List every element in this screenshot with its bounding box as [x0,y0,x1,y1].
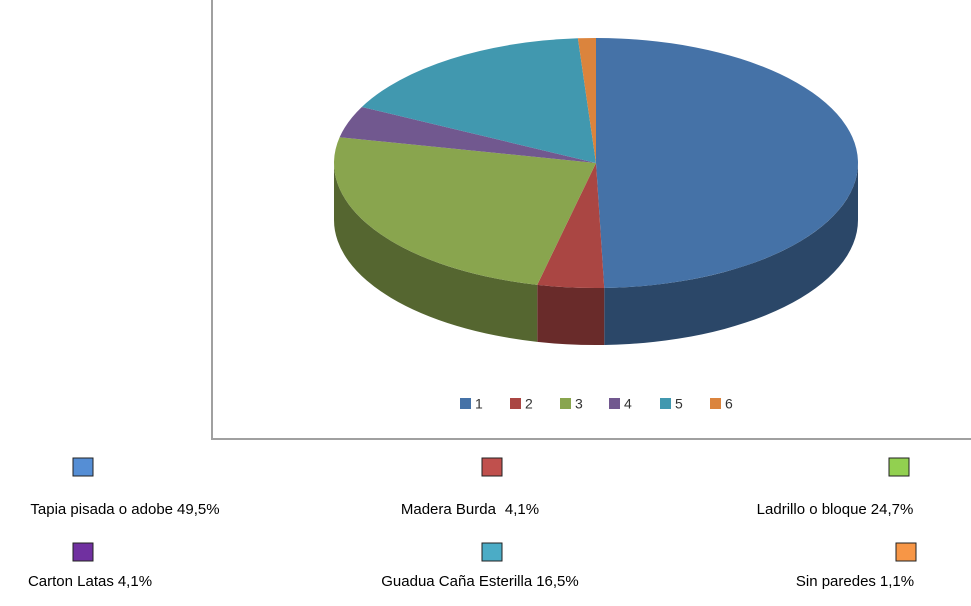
key-name: Carton Latas [28,573,114,590]
legend-label: 5 [675,396,683,412]
pie-slice [596,38,859,288]
pie-slice-side [537,284,605,345]
legend-swatch [710,398,721,409]
legend-label: 4 [624,396,632,412]
key-swatch [481,542,503,562]
pie-slice-side [604,163,858,345]
key-label: Carton Latas 4,1% [28,573,152,590]
pie-slice [577,38,596,163]
key-value: 16,5% [536,573,579,590]
pie-slice [334,137,596,285]
key-name: Tapia pisada o adobe [30,501,173,518]
key-label: Guadua Caña Esterilla 16,5% [381,573,578,590]
pie-slice-side [334,163,538,342]
legend-swatch [510,398,521,409]
key-value: 24,7% [871,501,914,518]
key-label: Ladrillo o bloque 24,7% [757,501,914,518]
legend-swatch [560,398,571,409]
key-swatch [72,542,94,562]
key-value: 4,1% [118,573,152,590]
pie-slice [361,38,596,164]
legend-label: 1 [475,396,483,412]
key-value: 49,5% [177,501,220,518]
pie-slice [339,106,596,163]
pie-slice [537,163,605,288]
key-value: 4,1% [505,501,539,518]
legend-label: 2 [525,396,533,412]
key-name: Guadua Caña Esterilla [381,573,533,590]
key-name: Sin paredes [796,573,876,590]
key-swatch [481,457,503,477]
legend-swatch [460,398,471,409]
pie [334,38,859,288]
legend-swatch [609,398,620,409]
key-name: Madera Burda [401,501,497,518]
key-label: Tapia pisada o adobe 49,5% [30,501,219,518]
key-swatch [72,457,94,477]
key-swatch [895,542,917,562]
legend: 1 2 3 4 5 6 [460,396,733,412]
key-label: Madera Burda 4,1% [401,501,539,518]
pie-sides [334,163,858,345]
key: Tapia pisada o adobe 49,5% Madera Burda 4,1… [28,457,917,590]
legend-swatch [660,398,671,409]
key-label: Sin paredes 1,1% [796,573,914,590]
key-swatch [888,457,910,477]
legend-label: 3 [575,396,583,412]
key-value: 1,1% [880,573,914,590]
legend-label: 6 [725,396,733,412]
key-name: Ladrillo o bloque [757,501,867,518]
